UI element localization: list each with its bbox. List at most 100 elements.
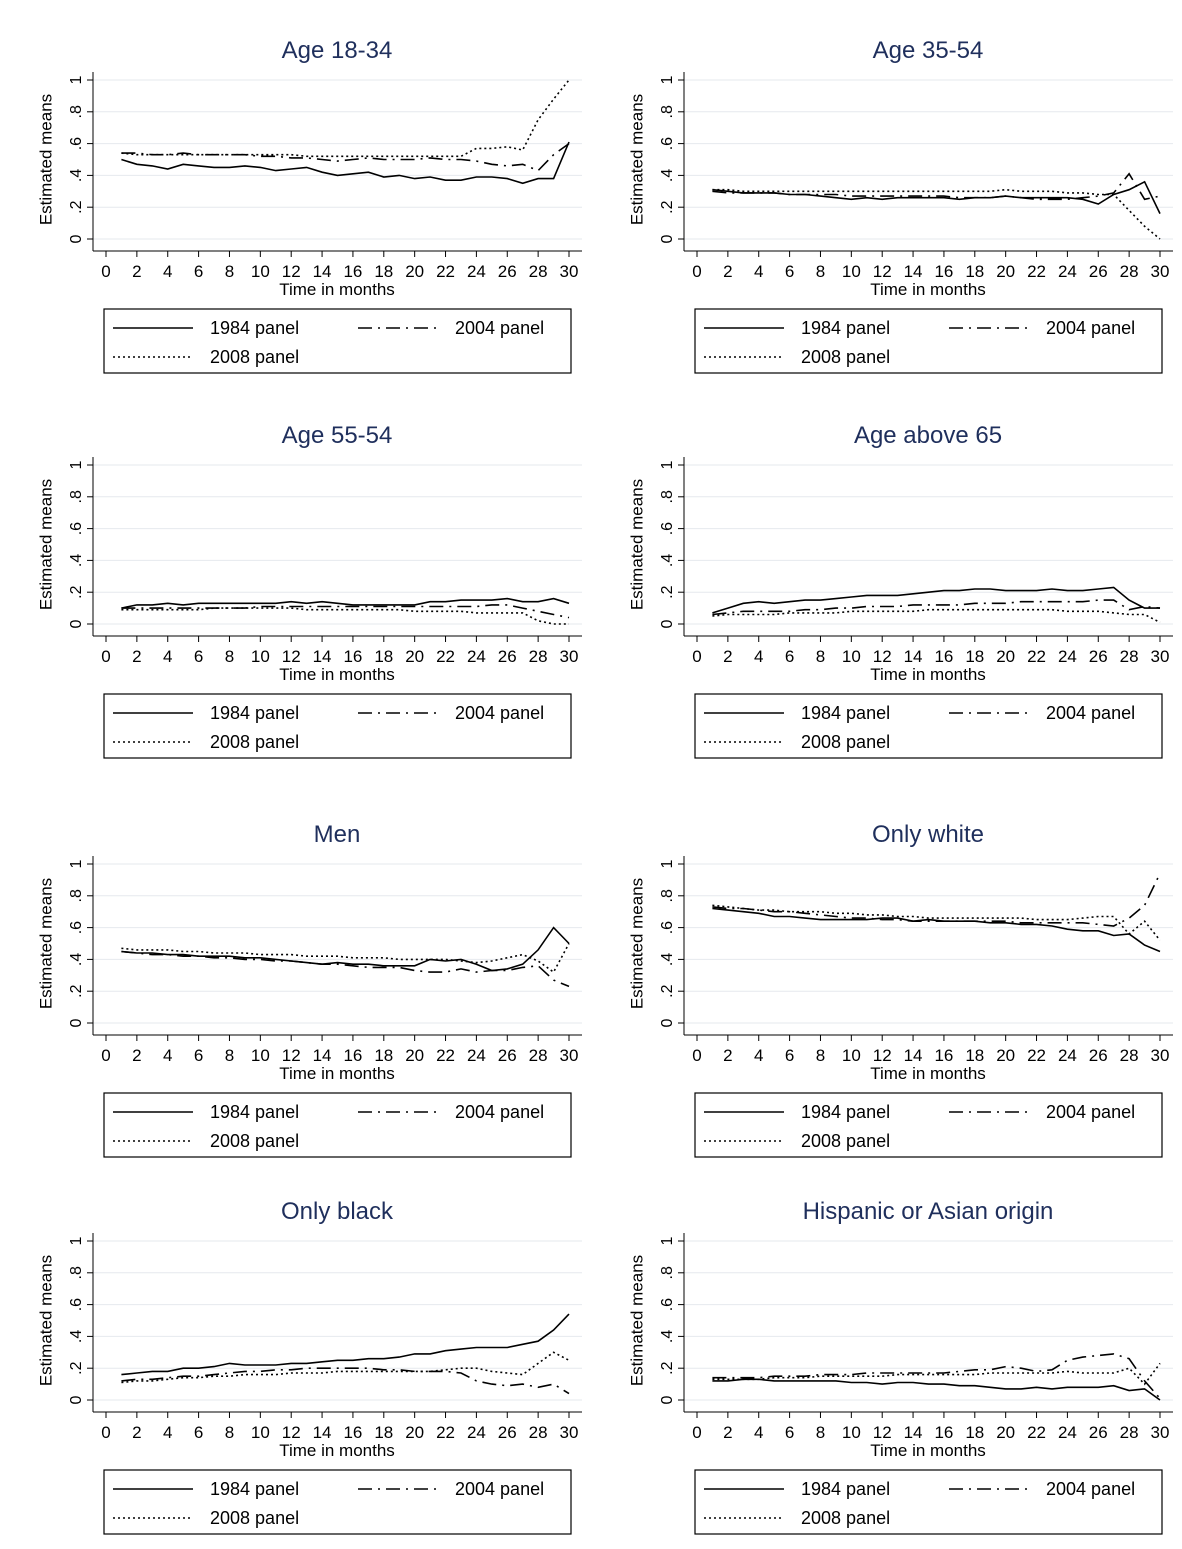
y-tick-label: .2 — [659, 984, 676, 997]
x-tick-label: 6 — [785, 1423, 794, 1442]
x-tick-label: 8 — [816, 647, 825, 666]
series-line — [712, 599, 1161, 616]
x-axis-label: Time in months — [870, 1064, 986, 1083]
y-tick-label: .4 — [659, 554, 676, 567]
x-tick-label: 2 — [723, 1423, 732, 1442]
legend-box — [103, 1469, 572, 1535]
x-tick-label: 22 — [1027, 647, 1046, 666]
x-tick-label: 6 — [194, 1046, 203, 1065]
y-tick-label: .8 — [68, 1266, 85, 1279]
x-tick-label: 16 — [934, 262, 953, 281]
x-tick-label: 10 — [251, 1046, 270, 1065]
y-tick-label: .4 — [659, 169, 676, 182]
y-tick-label: 0 — [659, 234, 676, 243]
series-line — [121, 607, 569, 625]
y-axis-label: Estimated means — [627, 479, 646, 610]
x-tick-label: 6 — [785, 1046, 794, 1065]
x-tick-label: 28 — [1120, 1046, 1139, 1065]
x-tick-label: 18 — [965, 1046, 984, 1065]
x-tick-label: 22 — [1027, 1046, 1046, 1065]
series-line — [121, 950, 570, 988]
x-tick-label: 0 — [101, 262, 110, 281]
y-tick-label: 0 — [68, 619, 85, 628]
chart-panel: Age 55-540.2.4.6.810 2 4 6 8 10 12 14 16 18 20 22 24… — [36, 422, 582, 759]
x-tick-label: 0 — [692, 1046, 701, 1065]
y-tick-label: .8 — [659, 889, 676, 902]
x-tick-label: 14 — [313, 647, 332, 666]
y-tick-label: .6 — [68, 1298, 85, 1311]
x-tick-label: 20 — [405, 1046, 424, 1065]
series-line — [121, 1313, 570, 1376]
x-tick-label: 22 — [436, 1423, 455, 1442]
x-axis-label: Time in months — [279, 665, 395, 684]
legend-label: 2004 panel — [455, 1102, 544, 1122]
x-tick-label: 22 — [436, 262, 455, 281]
x-axis-label: Time in months — [279, 280, 395, 299]
y-tick-label: .8 — [68, 490, 85, 503]
x-tick-label: 12 — [282, 1046, 301, 1065]
x-tick-label: 18 — [965, 647, 984, 666]
x-tick-label: 28 — [529, 647, 548, 666]
y-tick-label: .6 — [659, 1298, 676, 1311]
y-tick-label: .2 — [68, 1361, 85, 1374]
x-tick-label: 28 — [529, 262, 548, 281]
x-tick-label: 20 — [405, 647, 424, 666]
y-axis-label: Estimated means — [36, 94, 55, 225]
legend-label: 2008 panel — [210, 1508, 299, 1528]
chart-panel: Age above 650.2.4.6.810 2 4 6 8 10 12 14 16 18 20 2… — [627, 422, 1173, 759]
y-tick-label: .2 — [68, 984, 85, 997]
legend-box — [694, 1092, 1163, 1158]
x-tick-label: 12 — [282, 262, 301, 281]
y-tick-label: 1 — [68, 1236, 85, 1245]
x-tick-label: 4 — [163, 1046, 172, 1065]
x-tick-label: 8 — [816, 1046, 825, 1065]
x-tick-label: 4 — [754, 1046, 763, 1065]
series-line — [121, 141, 570, 185]
legend-label: 2004 panel — [455, 1479, 544, 1499]
series-line — [712, 180, 1161, 214]
x-tick-label: 10 — [842, 1046, 861, 1065]
y-tick-label: 0 — [68, 1395, 85, 1404]
x-tick-label: 14 — [904, 1046, 923, 1065]
legend-label: 1984 panel — [801, 703, 890, 723]
legend-label: 2004 panel — [455, 318, 544, 338]
x-tick-label: 18 — [374, 262, 393, 281]
x-tick-label: 0 — [101, 1423, 110, 1442]
x-tick-label: 10 — [842, 647, 861, 666]
x-tick-label: 26 — [498, 647, 517, 666]
legend-label: 2004 panel — [1046, 318, 1135, 338]
series-line — [712, 907, 1161, 953]
legend-label: 2008 panel — [210, 347, 299, 367]
x-tick-label: 16 — [343, 647, 362, 666]
y-tick-label: .6 — [659, 137, 676, 150]
x-tick-label: 12 — [873, 262, 892, 281]
x-tick-label: 4 — [754, 1423, 763, 1442]
y-tick-label: .8 — [659, 105, 676, 118]
chart-title: Age above 65 — [854, 422, 1002, 449]
y-axis-label: Estimated means — [36, 1255, 55, 1386]
legend-label: 1984 panel — [210, 703, 299, 723]
y-tick-label: .4 — [68, 169, 85, 182]
y-tick-label: .4 — [68, 1330, 85, 1343]
legend-label: 2008 panel — [210, 732, 299, 752]
x-tick-label: 28 — [1120, 647, 1139, 666]
x-tick-label: 18 — [374, 647, 393, 666]
x-tick-label: 30 — [1151, 1423, 1170, 1442]
x-tick-label: 26 — [1089, 1046, 1108, 1065]
x-tick-label: 20 — [405, 262, 424, 281]
x-tick-label: 10 — [251, 647, 270, 666]
x-tick-label: 14 — [313, 262, 332, 281]
series-line — [121, 604, 570, 619]
chart-title: Age 18-34 — [282, 37, 393, 64]
x-tick-label: 18 — [374, 1423, 393, 1442]
legend-label: 2004 panel — [1046, 703, 1135, 723]
y-axis-label: Estimated means — [627, 878, 646, 1009]
y-tick-label: .8 — [68, 105, 85, 118]
x-tick-label: 18 — [965, 1423, 984, 1442]
x-axis-label: Time in months — [870, 280, 986, 299]
y-tick-label: 1 — [659, 75, 676, 84]
